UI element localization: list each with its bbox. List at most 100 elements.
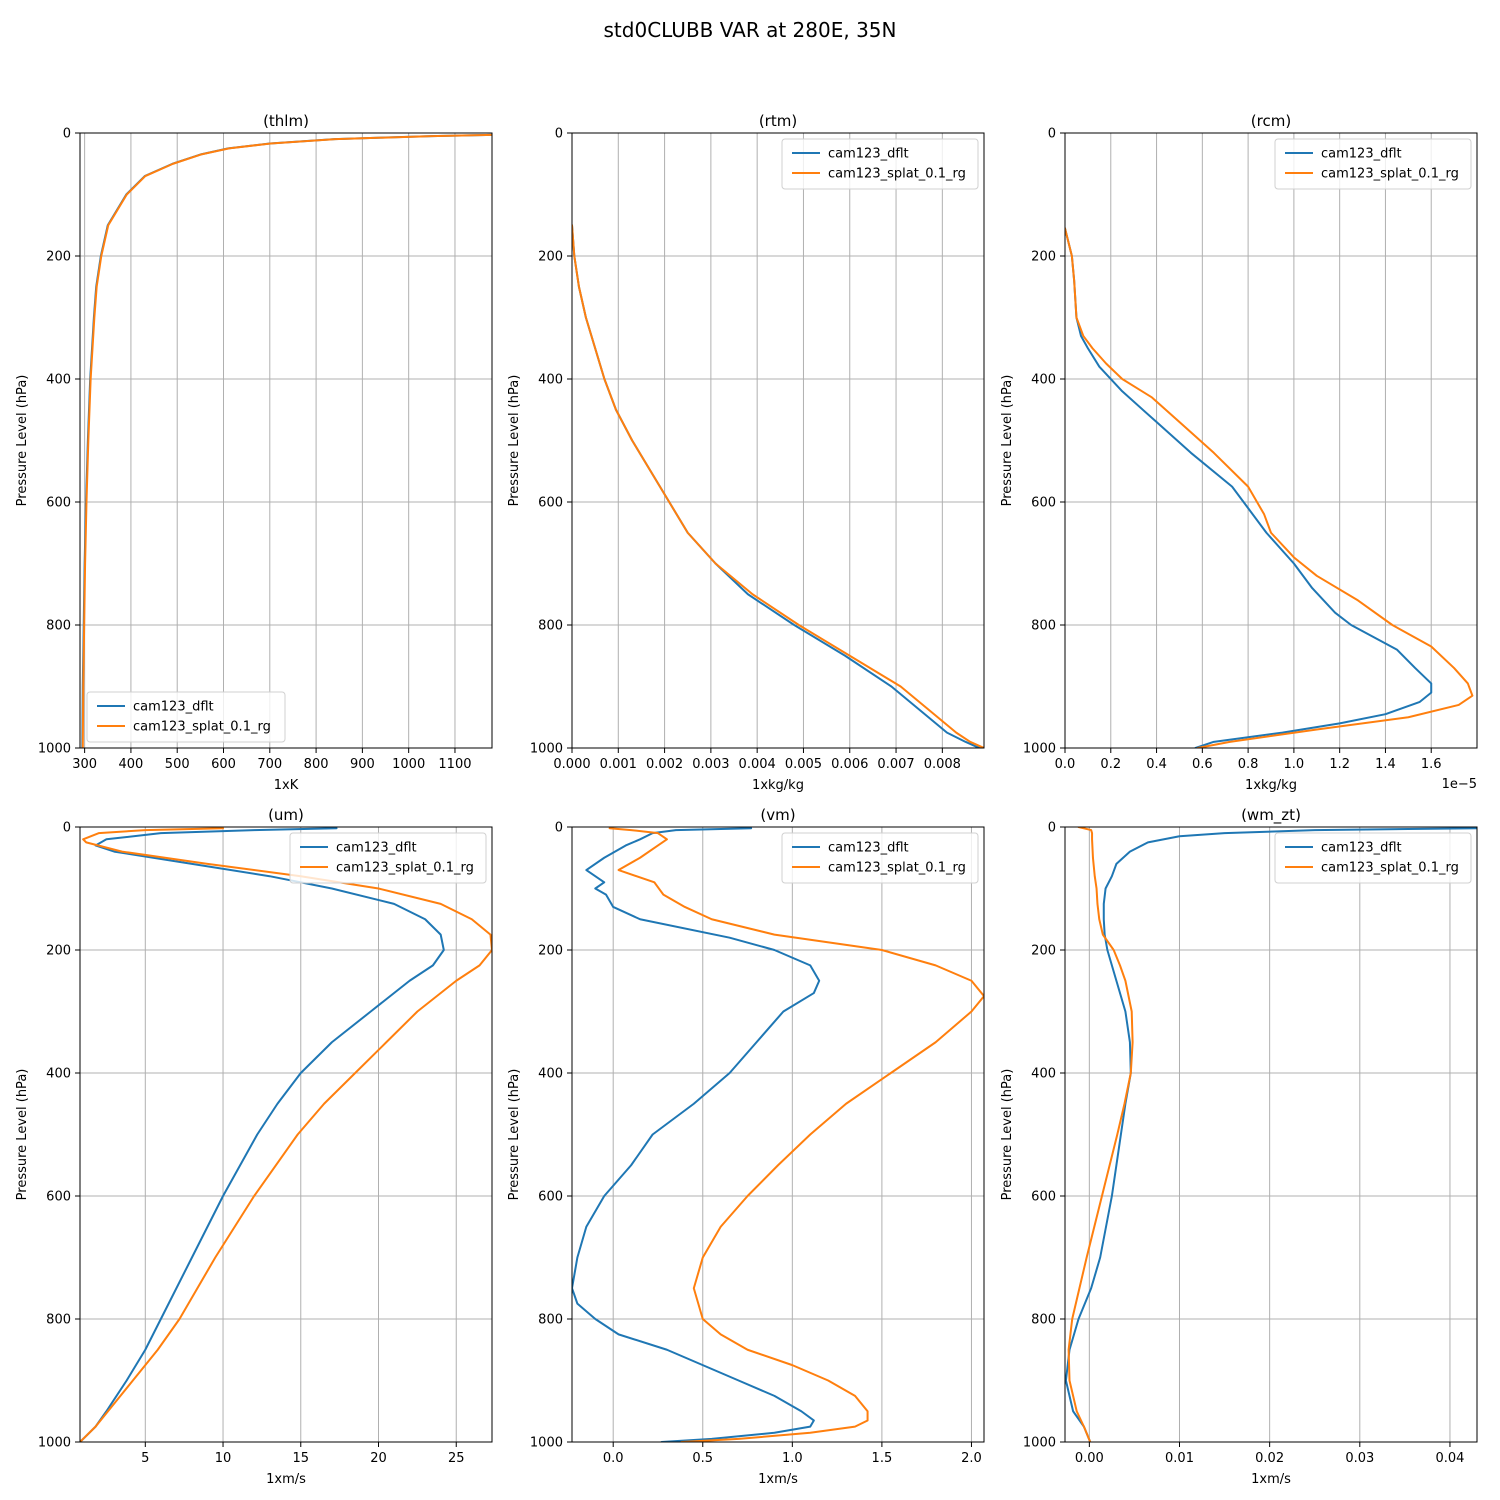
- x-tick-label: 0.005: [785, 757, 822, 772]
- x-tick-label: 900: [350, 757, 375, 772]
- x-tick-label: 500: [165, 757, 190, 772]
- x-tick-label: 1.6: [1421, 757, 1442, 772]
- x-tick-label: 0.03: [1345, 1451, 1374, 1466]
- y-tick-label: 800: [1031, 619, 1056, 634]
- series-line-cam123_dflt: [572, 827, 821, 1442]
- x-tick-label: 400: [119, 757, 144, 772]
- plot-frame: [1064, 132, 1478, 749]
- x-axis-label: 1xK: [274, 778, 299, 793]
- x-tick-label: 0.2: [1100, 757, 1121, 772]
- x-tick-label: 1100: [438, 757, 471, 772]
- y-tick-label: 600: [46, 496, 71, 511]
- x-tick-label: 5: [141, 1451, 149, 1466]
- plot-frame: [1064, 826, 1478, 1443]
- series-line-cam123_splat_0.1_rg: [572, 224, 984, 748]
- y-tick-label: 0: [555, 127, 563, 142]
- series-line-cam123_splat_0.1_rg: [81, 133, 492, 748]
- y-tick-label: 400: [46, 373, 71, 388]
- x-tick-label: 0.008: [924, 757, 961, 772]
- legend-label: cam123_splat_0.1_rg: [828, 861, 966, 876]
- x-tick-label: 0.007: [877, 757, 914, 772]
- x-tick-label: 0.001: [600, 757, 637, 772]
- legend-label: cam123_dflt: [828, 841, 909, 856]
- y-tick-label: 0: [1048, 127, 1056, 142]
- y-tick-label: 1000: [1023, 742, 1056, 757]
- y-tick-label: 400: [538, 1067, 563, 1082]
- y-tick-label: 400: [1031, 1067, 1056, 1082]
- x-tick-label: 20: [370, 1451, 387, 1466]
- x-tick-label: 0.4: [1146, 757, 1167, 772]
- series-line-cam123_splat_0.1_rg: [1067, 827, 1134, 1442]
- x-tick-label: 0.02: [1255, 1451, 1284, 1466]
- panel-title: (rtm): [759, 112, 797, 130]
- y-tick-label: 200: [1031, 250, 1056, 265]
- panel-title: (vm): [760, 806, 795, 824]
- y-tick-label: 600: [538, 496, 563, 511]
- x-tick-label: 0.003: [692, 757, 729, 772]
- panel-4: 0.0 0.5 1.0 1.5 2.0 0 200 400 600 800 1000 (vm) 1xm/…: [507, 806, 985, 1487]
- series-line-cam123_splat_0.1_rg: [608, 827, 984, 1442]
- series-line-cam123_dflt: [80, 827, 445, 1442]
- x-tick-label: 0.00: [1075, 1451, 1104, 1466]
- panel-3: 5 10 15 20 25 0 200 400 600 800 1000 (um) 1xm/s Press…: [15, 806, 493, 1487]
- y-tick-label: 1000: [530, 1436, 563, 1451]
- legend-label: cam123_splat_0.1_rg: [1321, 861, 1459, 876]
- legend-box: [1274, 832, 1472, 884]
- y-axis-label: Pressure Level (hPa): [507, 1069, 522, 1201]
- x-tick-label: 0.0: [1055, 757, 1076, 772]
- plot-frame: [571, 826, 985, 1443]
- x-axis-label: 1xkg/kg: [752, 778, 804, 793]
- x-tick-label: 300: [72, 757, 97, 772]
- legend-label: cam123_splat_0.1_rg: [133, 720, 271, 735]
- y-tick-label: 400: [538, 373, 563, 388]
- panel-title: (wm_zt): [1241, 806, 1301, 825]
- panel-1: 0.000 0.001 0.002 0.003 0.004 0.005 0.006 0.007…: [507, 112, 985, 793]
- y-tick-label: 200: [538, 250, 563, 265]
- x-tick-label: 15: [292, 1451, 309, 1466]
- x-tick-label: 0.8: [1238, 757, 1259, 772]
- x-axis-label: 1xm/s: [1251, 1472, 1291, 1487]
- y-tick-label: 200: [46, 944, 71, 959]
- x-tick-label: 0.006: [831, 757, 868, 772]
- y-tick-label: 800: [46, 619, 71, 634]
- x-tick-label: 0.6: [1192, 757, 1213, 772]
- x-tick-label: 0.0: [603, 1451, 624, 1466]
- y-tick-label: 600: [46, 1190, 71, 1205]
- y-tick-label: 0: [63, 821, 71, 836]
- y-tick-label: 0: [555, 821, 563, 836]
- x-tick-label: 1.0: [1284, 757, 1305, 772]
- x-tick-label: 0.004: [739, 757, 776, 772]
- legend-label: cam123_dflt: [1321, 841, 1402, 856]
- y-tick-label: 400: [46, 1067, 71, 1082]
- y-tick-label: 600: [1031, 1190, 1056, 1205]
- y-tick-label: 0: [63, 127, 71, 142]
- x-axis-label: 1xm/s: [758, 1472, 798, 1487]
- legend-label: cam123_splat_0.1_rg: [828, 167, 966, 182]
- x-tick-label: 600: [211, 757, 236, 772]
- plot-frame: [571, 132, 985, 749]
- y-tick-label: 600: [1031, 496, 1056, 511]
- y-axis-label: Pressure Level (hPa): [15, 375, 30, 507]
- y-tick-label: 800: [538, 1313, 563, 1328]
- legend-label: cam123_dflt: [1321, 147, 1402, 162]
- legend-label: cam123_dflt: [336, 841, 417, 856]
- panel-title: (um): [268, 806, 304, 824]
- legend-label: cam123_dflt: [133, 700, 214, 715]
- x-tick-label: 10: [215, 1451, 232, 1466]
- legend: cam123_dflt cam123_splat_0.1_rg: [1274, 138, 1472, 190]
- panel-5: 0.00 0.01 0.02 0.03 0.04 0 200 400 600 800 1000 (wm…: [1000, 806, 1478, 1487]
- legend-label: cam123_dflt: [828, 147, 909, 162]
- x-tick-label: 1.0: [782, 1451, 803, 1466]
- y-tick-label: 800: [1031, 1313, 1056, 1328]
- series-line-cam123_dflt: [1065, 227, 1433, 748]
- y-tick-label: 200: [1031, 944, 1056, 959]
- x-tick-label: 1000: [392, 757, 425, 772]
- y-tick-label: 200: [46, 250, 71, 265]
- series-line-cam123_splat_0.1_rg: [80, 827, 492, 1442]
- x-tick-label: 800: [304, 757, 329, 772]
- legend-label: cam123_splat_0.1_rg: [336, 861, 474, 876]
- x-tick-label: 1.2: [1329, 757, 1350, 772]
- legend: cam123_dflt cam123_splat_0.1_rg: [781, 138, 979, 190]
- x-tick-label: 0.04: [1435, 1451, 1464, 1466]
